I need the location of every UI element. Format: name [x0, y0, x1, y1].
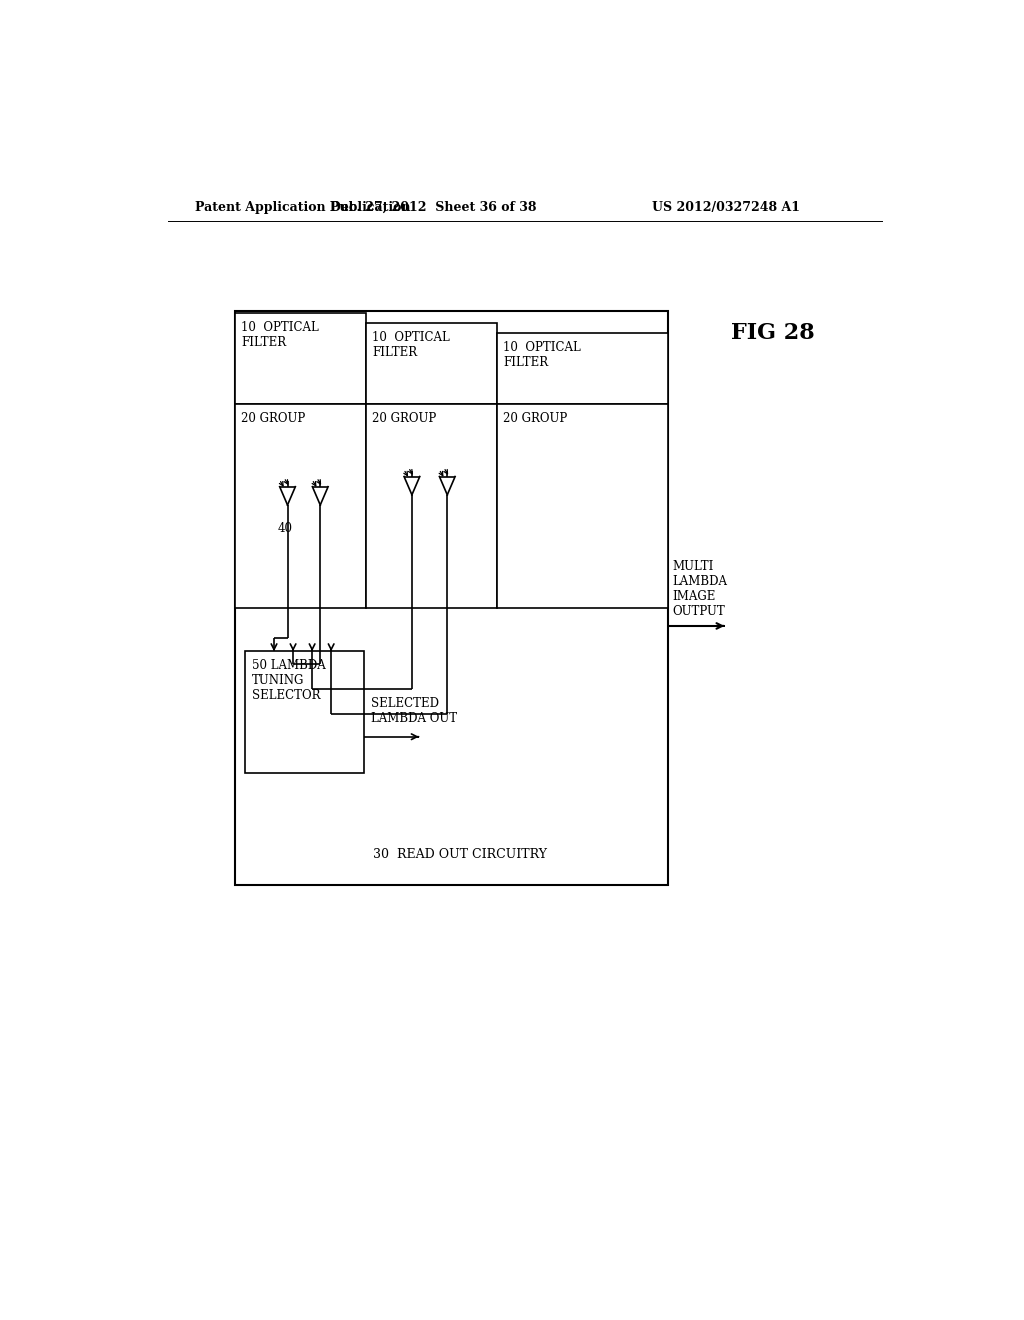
Bar: [367, 323, 497, 404]
Text: 40: 40: [278, 523, 293, 536]
Text: FIG 28: FIG 28: [731, 322, 815, 345]
Text: 20 GROUP: 20 GROUP: [242, 412, 306, 425]
Text: 10  OPTICAL
FILTER: 10 OPTICAL FILTER: [242, 321, 319, 348]
Bar: [236, 404, 367, 607]
Text: Patent Application Publication: Patent Application Publication: [196, 201, 411, 214]
Text: SELECTED
LAMBDA OUT: SELECTED LAMBDA OUT: [371, 697, 457, 725]
Text: 20 GROUP: 20 GROUP: [504, 412, 567, 425]
Bar: [367, 404, 497, 607]
Text: 10  OPTICAL
FILTER: 10 OPTICAL FILTER: [504, 342, 582, 370]
Bar: [236, 312, 668, 886]
Text: 50 LAMBDA
TUNING
SELECTOR: 50 LAMBDA TUNING SELECTOR: [252, 660, 326, 702]
Bar: [497, 333, 668, 404]
Text: 20 GROUP: 20 GROUP: [373, 412, 436, 425]
Text: US 2012/0327248 A1: US 2012/0327248 A1: [652, 201, 800, 214]
Text: 10  OPTICAL
FILTER: 10 OPTICAL FILTER: [373, 331, 451, 359]
Text: Dec. 27, 2012  Sheet 36 of 38: Dec. 27, 2012 Sheet 36 of 38: [331, 201, 537, 214]
Text: MULTI
LAMBDA
IMAGE
OUTPUT: MULTI LAMBDA IMAGE OUTPUT: [673, 560, 727, 618]
Bar: [246, 651, 365, 774]
Text: 30  READ OUT CIRCUITRY: 30 READ OUT CIRCUITRY: [373, 849, 547, 861]
Bar: [236, 313, 367, 404]
Bar: [497, 404, 668, 607]
